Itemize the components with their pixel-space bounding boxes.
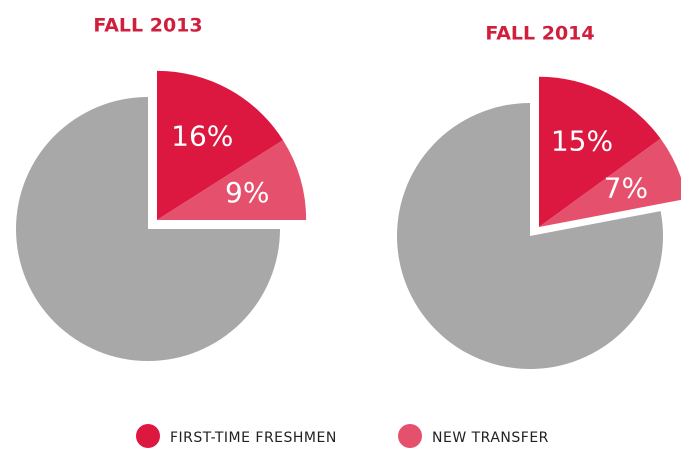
slice-label: 7% bbox=[604, 171, 648, 204]
chart-title: FALL 2014 bbox=[485, 23, 594, 45]
pie-slice bbox=[157, 140, 307, 220]
legend-label: FIRST-TIME FRESHMEN bbox=[170, 430, 337, 446]
pie-slice bbox=[157, 70, 283, 220]
pie-slice bbox=[539, 76, 661, 228]
pie-slice bbox=[539, 138, 681, 227]
slice-label: 16% bbox=[171, 120, 233, 153]
legend-swatch bbox=[398, 424, 422, 448]
slice-label: 15% bbox=[551, 125, 613, 158]
slice-label: 9% bbox=[225, 176, 269, 209]
legend-label: NEW TRANSFER bbox=[432, 430, 549, 446]
legend-swatch bbox=[136, 424, 160, 448]
chart-title: FALL 2013 bbox=[93, 15, 202, 37]
pie-slice bbox=[397, 103, 664, 369]
pie-slice bbox=[16, 97, 280, 361]
